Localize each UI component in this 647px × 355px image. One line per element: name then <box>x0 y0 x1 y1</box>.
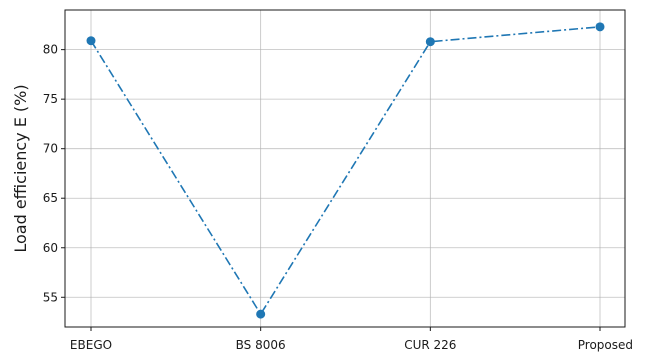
y-tick-label: 60 <box>43 241 58 255</box>
x-tick-label: CUR 226 <box>404 338 456 352</box>
y-axis-title: Load efficiency E (%) <box>11 84 30 252</box>
y-tick-label: 65 <box>43 191 58 205</box>
ticks: 55 60 65 70 75 80 EBEGO BS 8006 CUR 226 Proposed <box>43 43 633 352</box>
x-tick-label: BS 8006 <box>236 338 286 352</box>
y-tick-label: 80 <box>43 43 58 57</box>
data-point <box>86 36 96 46</box>
grid <box>65 10 625 327</box>
series-layer <box>86 22 605 319</box>
y-tick-label: 55 <box>43 290 58 304</box>
plot-frame <box>64 9 626 328</box>
series-line <box>90 26 601 316</box>
x-tick-label: Proposed <box>578 338 633 352</box>
data-point <box>595 22 605 32</box>
data-point <box>256 309 266 319</box>
x-tick-label: EBEGO <box>70 338 112 352</box>
y-tick-label: 70 <box>43 142 58 156</box>
data-point <box>425 37 435 47</box>
y-tick-label: 75 <box>43 92 58 106</box>
